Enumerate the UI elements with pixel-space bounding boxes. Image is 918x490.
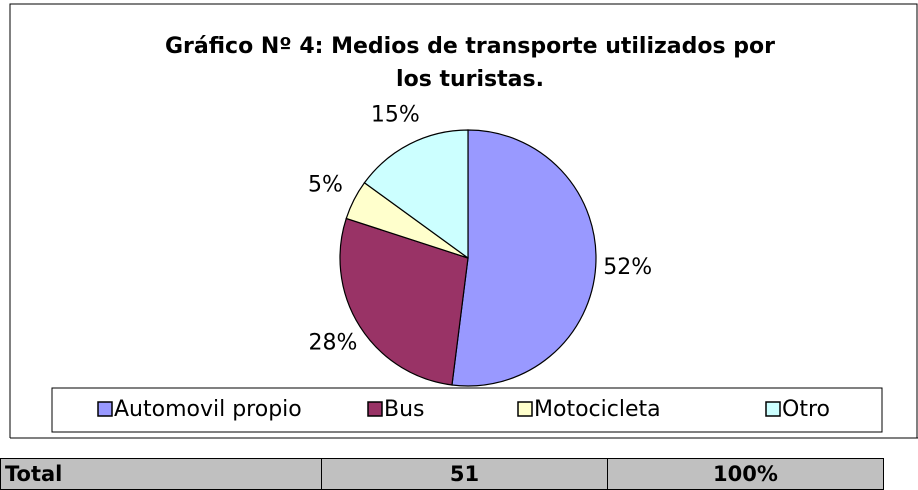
pie-slice xyxy=(339,217,469,386)
legend-label: Otro xyxy=(782,397,830,422)
data-label: 52% xyxy=(603,255,652,280)
legend-label: Bus xyxy=(384,397,425,422)
legend-swatch xyxy=(765,401,781,417)
chart-title: los turistas. xyxy=(396,67,544,92)
chart-title: Gráfico Nº 4: Medios de transporte utili… xyxy=(165,34,775,59)
legend-swatch xyxy=(97,401,113,417)
legend-swatch xyxy=(517,401,533,417)
table-row: Total 51 100% xyxy=(0,458,884,490)
data-label: 5% xyxy=(308,172,343,197)
chart-border xyxy=(9,3,918,438)
table-cell: 100% xyxy=(607,458,884,490)
pie-slice xyxy=(363,129,469,260)
data-label: 15% xyxy=(371,102,420,127)
table-cell: 51 xyxy=(321,458,608,490)
legend-label: Motocicleta xyxy=(534,397,661,422)
legend-swatch xyxy=(367,401,383,417)
chart: Gráfico Nº 4: Medios de transporte utili… xyxy=(9,3,918,439)
total-table: Total 51 100% xyxy=(0,458,884,490)
legend-label: Automovil propio xyxy=(114,397,302,422)
pie-slice xyxy=(451,129,597,387)
legend-box xyxy=(51,387,883,433)
data-label: 28% xyxy=(308,331,357,356)
table-cell: Total xyxy=(0,458,322,490)
